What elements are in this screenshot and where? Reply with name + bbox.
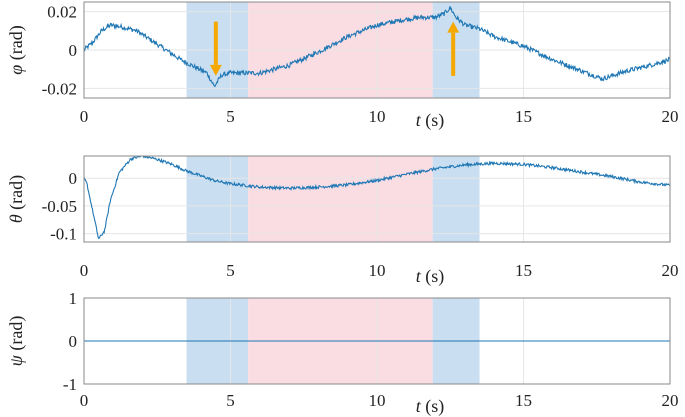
y-tick-label: -0.1 [50,225,77,244]
panel-theta: 0 5 10 15 20 0 -0.05 -0.1 θ (rad) t (s) [6,155,679,287]
axes-frame [83,155,671,243]
x-tick-label: 20 [662,261,679,280]
x-tick-labels: 0 5 10 15 20 [80,391,679,410]
x-tick-label: 15 [515,261,532,280]
grid [83,156,671,242]
axes-frame [83,1,671,99]
x-tick-labels: 0 5 10 15 20 [80,107,679,126]
x-tick-label: 0 [80,261,89,280]
panel-phi: 0 5 10 15 20 0.020-0.02 φ (rad) t (s) [6,1,679,131]
x-tick-label: 20 [662,107,679,126]
x-tick-label: 5 [226,107,235,126]
y-axis-label: ψ (rad) [6,316,27,367]
y-tick-labels: 0.02 0 -0.02 [42,3,77,99]
y-tick-label: 0.02 [47,3,77,22]
x-axis-label: t (s) [416,110,445,131]
x-tick-label: 5 [226,391,235,410]
y-tick-labels: 1 0 -1 [63,289,77,394]
x-tick-label: 5 [226,261,235,280]
x-tick-label: 10 [369,391,386,410]
x-tick-label: 10 [369,107,386,126]
y-axis-label: θ (rad) [6,175,27,223]
x-tick-label: 20 [662,391,679,410]
y-tick-labels: 0 -0.05 -0.1 [42,169,77,243]
panel-psi: 0 5 10 15 20 10-1 ψ (rad) t (s) [6,289,679,417]
annotations [209,21,460,76]
x-tick-label: 10 [369,261,386,280]
series-path [84,6,670,88]
y-tick-label: -0.05 [42,197,77,216]
x-axis-label: t (s) [416,396,445,417]
series-line [84,156,670,240]
axes-frame [83,297,671,385]
arrow-up-icon [447,21,460,76]
y-tick-label: 0 [69,332,78,351]
y-tick-label: 1 [69,289,78,308]
series-line [84,6,670,88]
grid [83,2,671,98]
y-tick-label: -1 [63,375,77,394]
y-tick-label: 0 [69,41,78,60]
shaded-region-blue [432,156,480,242]
x-tick-label: 0 [80,107,89,126]
arrow-down-icon [209,21,222,76]
y-tick-label: 0 [69,169,78,188]
y-axis-label: φ (rad) [6,25,27,74]
shaded-region-blue [186,156,249,242]
x-axis-label: t (s) [416,266,445,287]
y-tick-label: -0.02 [42,79,77,98]
series-path [84,156,670,240]
shaded-regions [186,156,480,242]
x-tick-label: 15 [515,107,532,126]
x-tick-labels: 0 5 10 15 20 [80,261,679,280]
shaded-region-pink [248,156,433,242]
x-tick-label: 0 [80,391,89,410]
x-tick-label: 15 [515,391,532,410]
